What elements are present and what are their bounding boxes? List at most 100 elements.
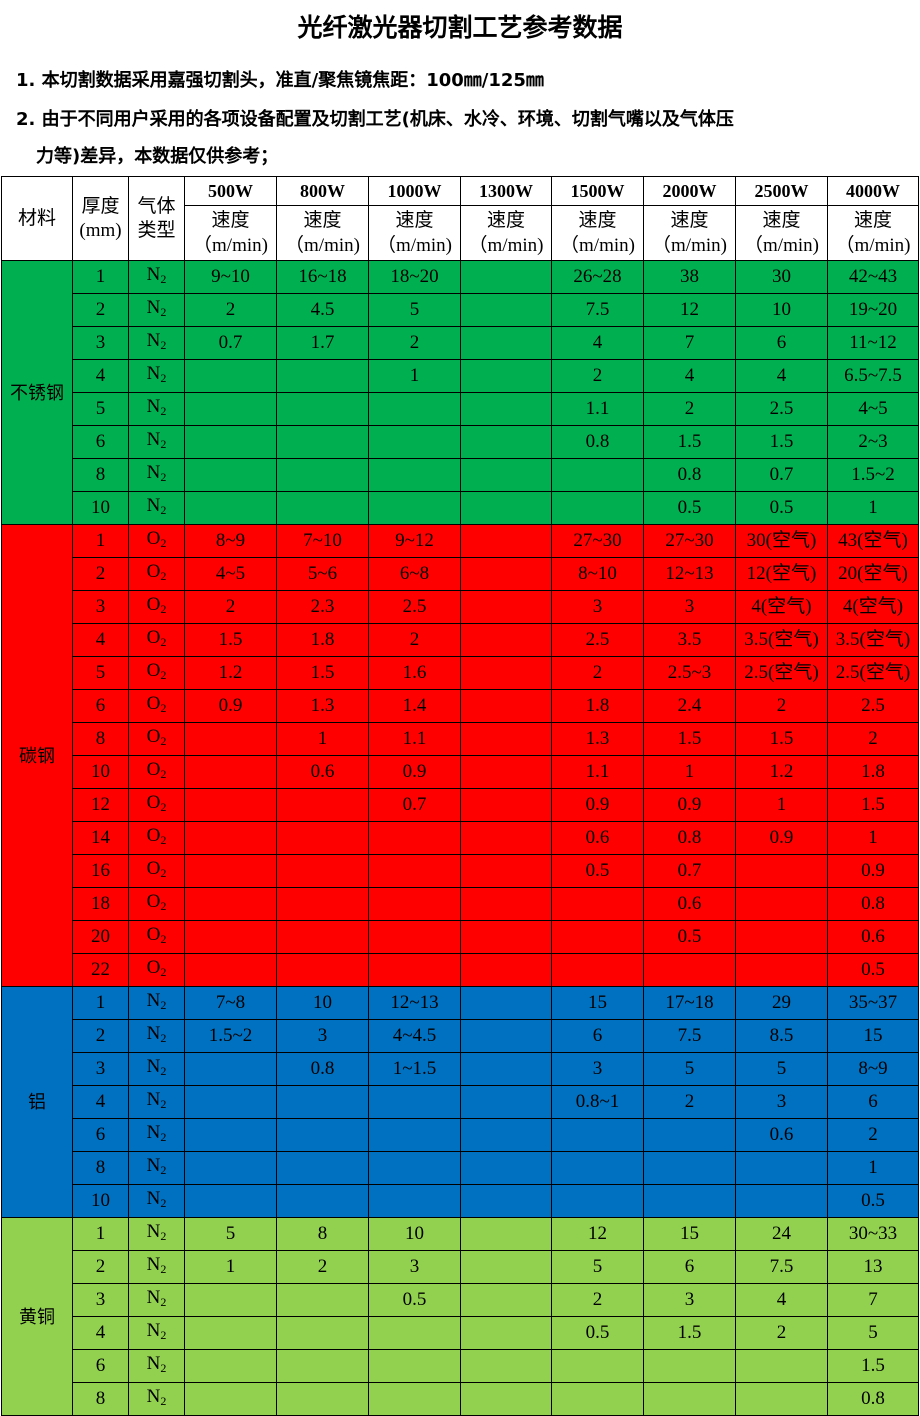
gas-subscript: 2: [160, 602, 167, 616]
speed-cell: 16~18: [276, 260, 369, 294]
speed-cell: 5: [735, 1052, 828, 1086]
material-cell: 铝: [1, 986, 73, 1218]
speed-cell: 0.6: [643, 887, 736, 921]
thickness-cell: 6: [72, 689, 129, 723]
speed-unit: （m/min): [744, 235, 819, 256]
header-speed: 速度 （m/min): [276, 205, 369, 261]
speed-cell: 8~9: [184, 524, 277, 558]
gas-cell: O2: [128, 788, 185, 822]
speed-cell: 0.5: [827, 1184, 919, 1218]
speed-cell: 1.5: [184, 623, 277, 657]
gas-subscript: 2: [160, 767, 167, 781]
header-speed: 速度 （m/min): [551, 205, 644, 261]
table-row: 5 N2 1.1 2 2.5 4~5: [1, 392, 919, 426]
speed-cell: 2: [184, 590, 277, 624]
speed-cell: [643, 1349, 736, 1383]
speed-cell: 0.5: [551, 854, 644, 888]
speed-cell: 1.2: [184, 656, 277, 690]
speed-cell: 0.6: [551, 821, 644, 855]
thickness-cell: 8: [72, 458, 129, 492]
speed-cell: [460, 1085, 552, 1119]
speed-cell: [184, 953, 277, 987]
speed-cell: [184, 425, 277, 459]
gas-cell: N2: [128, 1316, 185, 1350]
speed-cell: 5: [551, 1250, 644, 1284]
speed-cell: [551, 458, 644, 492]
gas-subscript: 2: [160, 932, 167, 946]
speed-cell: [551, 1349, 644, 1383]
thickness-cell: 10: [72, 755, 129, 789]
gas-cell: O2: [128, 821, 185, 855]
speed-cell: 2: [827, 722, 919, 756]
speed-cell: [643, 953, 736, 987]
table-row: 8 N2 0.8: [1, 1382, 919, 1416]
gas-symbol: N: [146, 1122, 161, 1143]
thickness-cell: 3: [72, 1052, 129, 1086]
speed-cell: 4: [551, 326, 644, 360]
header-power: 2000W: [643, 176, 736, 206]
thickness-cell: 6: [72, 1349, 129, 1383]
speed-cell: 5: [368, 293, 461, 327]
gas-symbol: N: [146, 1056, 161, 1077]
table-row: 10 N2 0.5 0.5 1: [1, 491, 919, 525]
table-row: 2 N2 1 2 3 5 6 7.5 13: [1, 1250, 919, 1284]
thickness-cell: 1: [72, 1217, 129, 1251]
speed-unit: （m/min): [193, 235, 268, 256]
header-power: 1300W: [460, 176, 552, 206]
speed-cell: 7.5: [735, 1250, 828, 1284]
speed-cell: [184, 458, 277, 492]
gas-symbol: O: [146, 759, 161, 780]
gas-cell: N2: [128, 392, 185, 426]
speed-cell: 0.7: [184, 326, 277, 360]
speed-cell: [551, 1151, 644, 1185]
gas-cell: O2: [128, 623, 185, 657]
speed-cell: [460, 755, 552, 789]
gas-subscript: 2: [160, 734, 167, 748]
speed-cell: 12(空气): [735, 557, 828, 591]
header-thickness-label: 厚度: [81, 195, 120, 217]
speed-cell: [184, 821, 277, 855]
speed-cell: 35~37: [827, 986, 919, 1020]
speed-cell: 4~4.5: [368, 1019, 461, 1053]
table-row: 10 O2 0.6 0.9 1.1 1 1.2 1.8: [1, 755, 919, 789]
thickness-cell: 5: [72, 656, 129, 690]
speed-cell: [460, 1349, 552, 1383]
thickness-cell: 1: [72, 260, 129, 294]
gas-subscript: 2: [160, 404, 167, 418]
speed-unit: （m/min): [377, 235, 452, 256]
thickness-cell: 3: [72, 326, 129, 360]
speed-cell: 12~13: [643, 557, 736, 591]
speed-cell: [551, 1118, 644, 1152]
header-speed: 速度 （m/min): [184, 205, 277, 261]
speed-cell: [184, 788, 277, 822]
speed-cell: 1.8: [827, 755, 919, 789]
table-row: 碳钢 1 O2 8~9 7~10 9~12 27~30 27~30 30(空气) 43(空气): [1, 524, 919, 987]
speed-cell: 9~12: [368, 524, 461, 558]
speed-cell: [184, 1316, 277, 1350]
table-row: 6 N2 1.5: [1, 1349, 919, 1383]
gas-cell: N2: [128, 293, 185, 327]
speed-cell: [460, 425, 552, 459]
speed-cell: 0.8: [643, 821, 736, 855]
speed-cell: [368, 1316, 461, 1350]
speed-cell: [460, 854, 552, 888]
speed-cell: 1.6: [368, 656, 461, 690]
speed-cell: 3.5(空气): [827, 623, 919, 657]
gas-symbol: N: [146, 1386, 161, 1407]
gas-cell: N2: [128, 491, 185, 525]
speed-cell: 12~13: [368, 986, 461, 1020]
gas-cell: N2: [128, 1250, 185, 1284]
speed-cell: 6: [643, 1250, 736, 1284]
speed-label: 速度: [853, 210, 892, 231]
speed-cell: [368, 1184, 461, 1218]
speed-cell: 1.5: [643, 1316, 736, 1350]
speed-cell: 30(空气): [735, 524, 828, 558]
speed-unit: （m/min): [560, 235, 635, 256]
thickness-cell: 4: [72, 359, 129, 393]
thickness-cell: 10: [72, 491, 129, 525]
speed-cell: 15: [643, 1217, 736, 1251]
material-cell: 黄铜: [1, 1217, 73, 1416]
speed-cell: 2.5: [368, 590, 461, 624]
speed-cell: 12: [643, 293, 736, 327]
speed-cell: [643, 1184, 736, 1218]
